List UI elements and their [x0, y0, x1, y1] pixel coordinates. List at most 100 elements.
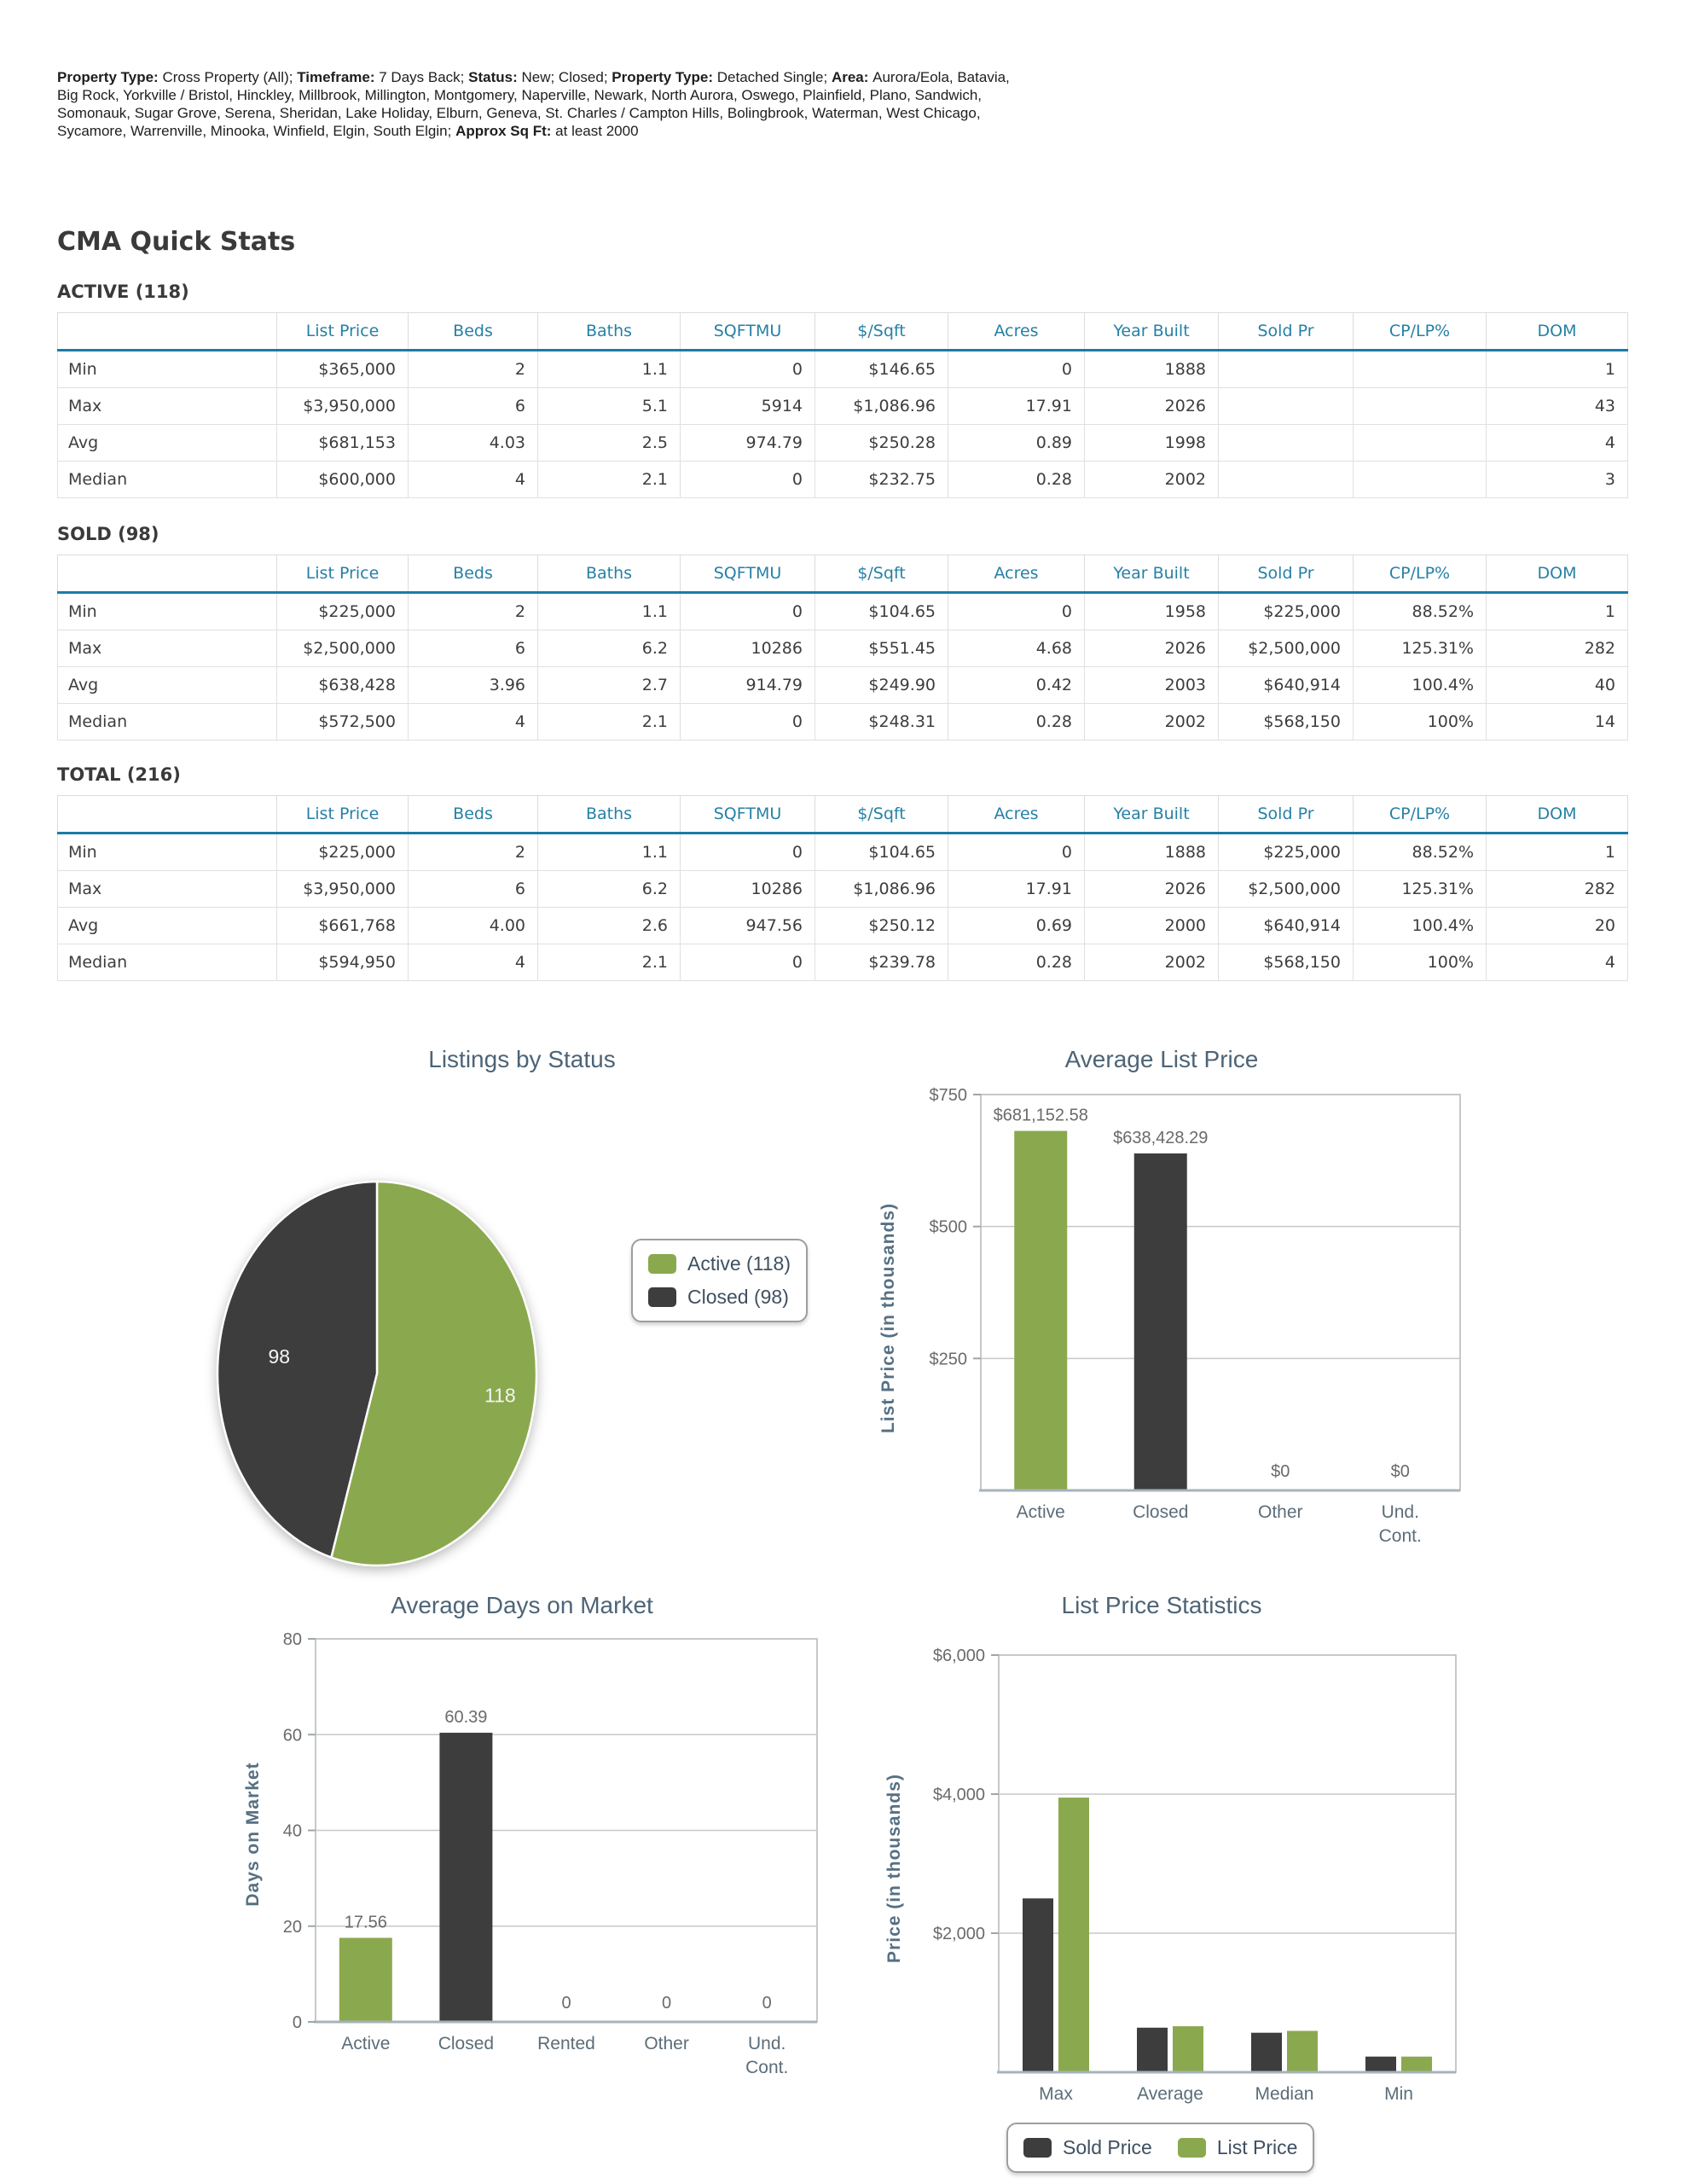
cell: 88.52%: [1353, 592, 1487, 630]
column-header: Beds: [408, 795, 538, 834]
cell: 125.31%: [1353, 630, 1487, 667]
cell: 0: [948, 833, 1085, 871]
row-label: Max: [57, 387, 277, 425]
category-label: Und. Cont.: [745, 2034, 788, 2077]
cell: 0: [948, 592, 1085, 630]
value-label: $0: [1391, 1462, 1410, 1481]
cell: 4: [408, 703, 538, 741]
cell: 2.6: [537, 907, 681, 944]
cell: 4.03: [408, 424, 538, 462]
cell: 100%: [1353, 944, 1487, 981]
column-header: Acres: [948, 312, 1085, 351]
active-stats-section: ACTIVE (118) List Price Beds Baths SQFTMU $/…: [57, 282, 1628, 498]
cell: 0: [680, 461, 815, 498]
cell: 10286: [680, 870, 815, 908]
cell: 2.7: [537, 666, 681, 704]
cell: $365,000: [276, 350, 409, 388]
cell: 20: [1486, 907, 1628, 944]
table-header-row: List Price Beds Baths SQFTMU $/Sqft Acres Year…: [57, 795, 1628, 834]
y-tick-label: 0: [293, 2013, 302, 2032]
column-header: Sold Pr: [1218, 555, 1354, 594]
value-label: 0: [762, 1994, 772, 2013]
column-header: Baths: [537, 555, 681, 594]
cell: 282: [1486, 630, 1628, 667]
cell: 0: [680, 592, 815, 630]
cell: [1353, 424, 1487, 462]
bar-sold-price: [1365, 2056, 1396, 2072]
cell: 2002: [1084, 461, 1219, 498]
legend-swatch-icon: [648, 1254, 676, 1274]
criteria-field-label: Property Type:: [57, 69, 163, 85]
column-header: CP/LP%: [1353, 795, 1487, 834]
value-label: 0: [662, 1994, 671, 2013]
cell: $3,950,000: [276, 387, 409, 425]
column-header: Beds: [408, 555, 538, 594]
bar-closed: [439, 1733, 493, 2022]
cell: 1.1: [537, 592, 681, 630]
y-tick-label: 80: [283, 1630, 302, 1649]
cell: 1888: [1084, 350, 1219, 388]
row-label: Max: [57, 630, 277, 667]
table-row: Avg $638,428 3.96 2.7 914.79 $249.90 0.42 2003 $…: [57, 666, 1628, 704]
cell: $568,150: [1218, 944, 1354, 981]
criteria-field-value: at least 2000: [555, 123, 639, 139]
y-tick-label: $4,000: [933, 1786, 985, 1804]
y-tick-label: $6,000: [933, 1647, 985, 1665]
bar-active: [339, 1937, 392, 2022]
column-header: List Price: [276, 312, 409, 351]
cell: 40: [1486, 666, 1628, 704]
row-label: Avg: [57, 424, 277, 462]
category-label: Closed: [438, 2034, 494, 2053]
cell: 2: [408, 350, 538, 388]
cell: 282: [1486, 870, 1628, 908]
column-header: [57, 312, 277, 351]
category-label: Average: [1137, 2084, 1203, 2104]
column-header: [57, 795, 277, 834]
legend-label: Active (118): [687, 1252, 791, 1275]
column-header: Sold Pr: [1218, 312, 1354, 351]
cell: 6: [408, 387, 538, 425]
cell: 0: [948, 350, 1085, 388]
cell: $572,500: [276, 703, 409, 741]
section-heading-total: TOTAL (216): [57, 764, 181, 785]
row-label: Median: [57, 461, 277, 498]
column-header: [57, 555, 277, 594]
column-header: DOM: [1486, 795, 1628, 834]
pie-chart-title: Listings by Status: [428, 1046, 616, 1072]
cell: $248.31: [815, 703, 948, 741]
row-label: Avg: [57, 907, 277, 944]
cell: 4: [408, 461, 538, 498]
column-header: DOM: [1486, 555, 1628, 594]
cell: 2003: [1084, 666, 1219, 704]
cell: $2,500,000: [1218, 630, 1354, 667]
y-tick-label: 20: [283, 1918, 302, 1937]
page-title: CMA Quick Stats: [57, 227, 296, 257]
cell: 0.42: [948, 666, 1085, 704]
cell: 4: [408, 944, 538, 981]
criteria-field-value: Aurora/Eola, Batavia, Big Rock, Yorkvill…: [57, 69, 1010, 139]
bar-list-price: [1287, 2030, 1318, 2072]
cell: 125.31%: [1353, 870, 1487, 908]
cell: $594,950: [276, 944, 409, 981]
category-label: Other: [1258, 1502, 1303, 1522]
criteria-field-label: Status:: [468, 69, 522, 85]
criteria-field-label: Property Type:: [612, 69, 717, 85]
cell: [1218, 350, 1354, 388]
section-heading-active: ACTIVE (118): [57, 282, 189, 302]
list-price-statistics-chart-title: List Price Statistics: [1061, 1592, 1262, 1618]
cell: $225,000: [276, 592, 409, 630]
column-header: Baths: [537, 795, 681, 834]
y-tick-label: $750: [930, 1086, 968, 1105]
cell: 5.1: [537, 387, 681, 425]
category-label: Closed: [1133, 1502, 1188, 1522]
column-header: Year Built: [1084, 555, 1219, 594]
column-header: SQFTMU: [680, 555, 815, 594]
cell: $146.65: [815, 350, 948, 388]
column-header: Sold Pr: [1218, 795, 1354, 834]
cell: $640,914: [1218, 666, 1354, 704]
cell: $600,000: [276, 461, 409, 498]
table-row: Max $3,950,000 6 5.1 5914 $1,086.96 17.91 2026 4…: [57, 387, 1628, 425]
column-header: List Price: [276, 555, 409, 594]
cell: [1353, 350, 1487, 388]
cell: $239.78: [815, 944, 948, 981]
